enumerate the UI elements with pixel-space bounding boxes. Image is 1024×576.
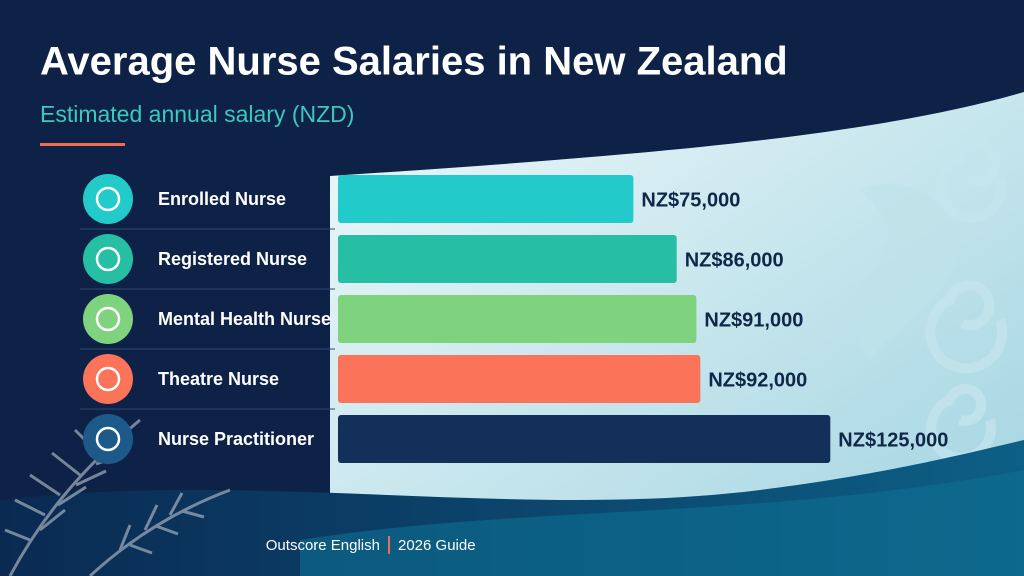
value-label: NZ$91,000 xyxy=(704,309,803,331)
value-label: NZ$92,000 xyxy=(708,369,807,391)
footer-separator xyxy=(388,536,390,554)
wave-front xyxy=(300,470,1024,576)
map-shape xyxy=(852,183,960,360)
icon xyxy=(83,234,133,284)
subtitle: Estimated annual salary (NZD) xyxy=(40,101,354,127)
value-label: NZ$86,000 xyxy=(685,249,784,271)
icon-glyph xyxy=(95,306,121,332)
category-label: Mental Health Nurse xyxy=(158,309,331,329)
bar xyxy=(338,235,677,283)
category-label: Theatre Nurse xyxy=(158,369,279,389)
value-label: NZ$75,000 xyxy=(641,189,740,211)
icon-glyph xyxy=(95,366,121,392)
category-label: Nurse Practitioner xyxy=(158,429,314,449)
bar xyxy=(338,175,634,223)
footer-guide: 2026 Guide xyxy=(398,537,476,554)
bar xyxy=(338,355,701,403)
value-label: NZ$125,000 xyxy=(838,429,948,451)
icon-glyph xyxy=(95,186,121,212)
footer-brand: Outscore English xyxy=(266,537,380,554)
icon-glyph xyxy=(95,246,121,272)
category-label: Enrolled Nurse xyxy=(158,189,286,209)
title: Average Nurse Salaries in New Zealand xyxy=(40,40,788,84)
category-label: Registered Nurse xyxy=(158,249,307,269)
icon xyxy=(83,354,133,404)
icon xyxy=(83,174,133,224)
icon xyxy=(83,294,133,344)
bar xyxy=(338,415,831,463)
icon xyxy=(83,414,133,464)
accent-line xyxy=(40,143,125,146)
bar xyxy=(338,295,697,343)
icon-glyph xyxy=(95,426,121,452)
